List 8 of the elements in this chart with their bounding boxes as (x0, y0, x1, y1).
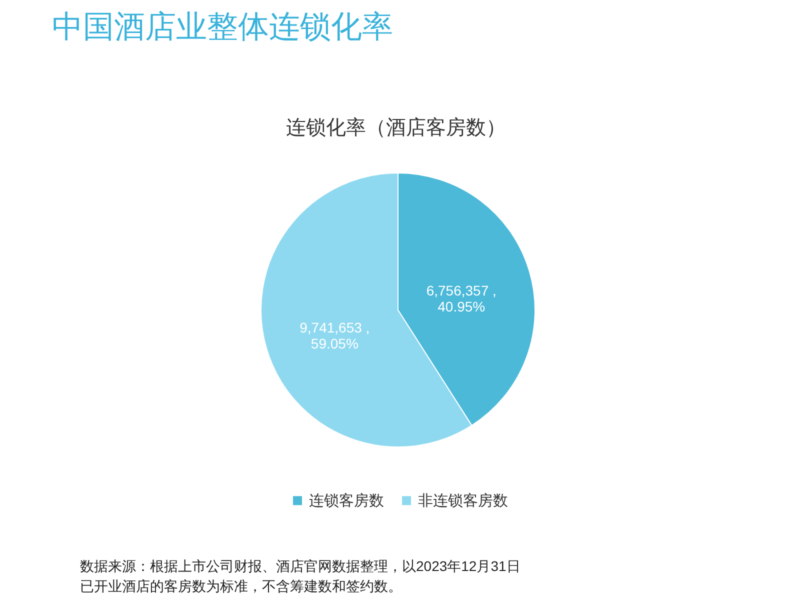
legend-label: 连锁客房数 (309, 492, 384, 510)
legend-label: 非连锁客房数 (418, 492, 508, 510)
text: 已开业酒店的客房数为标准，不含筹建数和签约数。 (80, 578, 402, 594)
chart-title: 中国酒店业整体连锁化率 (52, 9, 393, 44)
data-label: 9,741,653 , 59.05% (300, 320, 370, 352)
chart-subtitle: 连锁化率（酒店客房数） (286, 117, 506, 139)
source-note: 数据来源：根据上市公司财报、酒店官网数据整理，以2023年12月31日 (80, 558, 520, 574)
data-label: 6,756,357 , 40.95% (426, 282, 496, 314)
